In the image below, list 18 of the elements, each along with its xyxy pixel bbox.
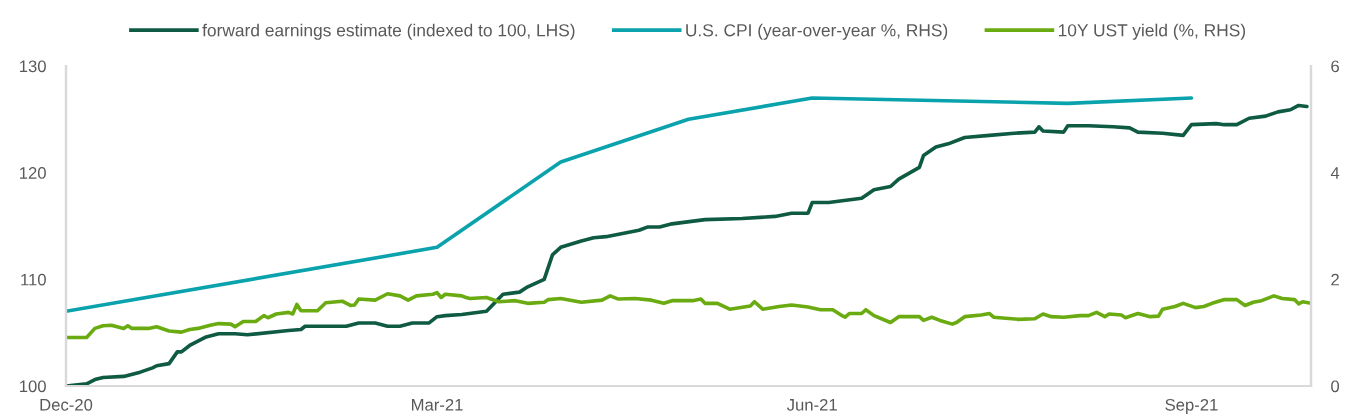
y2-tick-label: 2 (1331, 273, 1339, 286)
y-tick-label: 130 (20, 60, 46, 73)
y2-tick-label: 4 (1330, 167, 1340, 179)
x-tick-label: Sep-21 (1165, 398, 1218, 415)
y-tick-label: 110 (21, 273, 46, 286)
y2-tick-label: 0 (1331, 380, 1340, 393)
y2-tick-label: 6 (1331, 60, 1339, 73)
legend-label: forward earnings estimate (indexed to 100, LHS) (202, 23, 575, 40)
line-series (66, 96, 1194, 314)
x-tick-label: Mar-21 (412, 398, 463, 411)
y-tick-label: 120 (20, 167, 46, 179)
legend-label: 10Y UST yield (%, RHS) (1058, 23, 1246, 40)
legend-label: U.S. CPI (year-over-year %, RHS) (686, 23, 948, 40)
y-tick-label: 100 (20, 380, 46, 393)
x-tick-label: Dec-20 (40, 398, 93, 411)
line-series (66, 103, 1309, 386)
x-tick-label: Jun-21 (786, 398, 837, 411)
line-series (66, 290, 1311, 340)
